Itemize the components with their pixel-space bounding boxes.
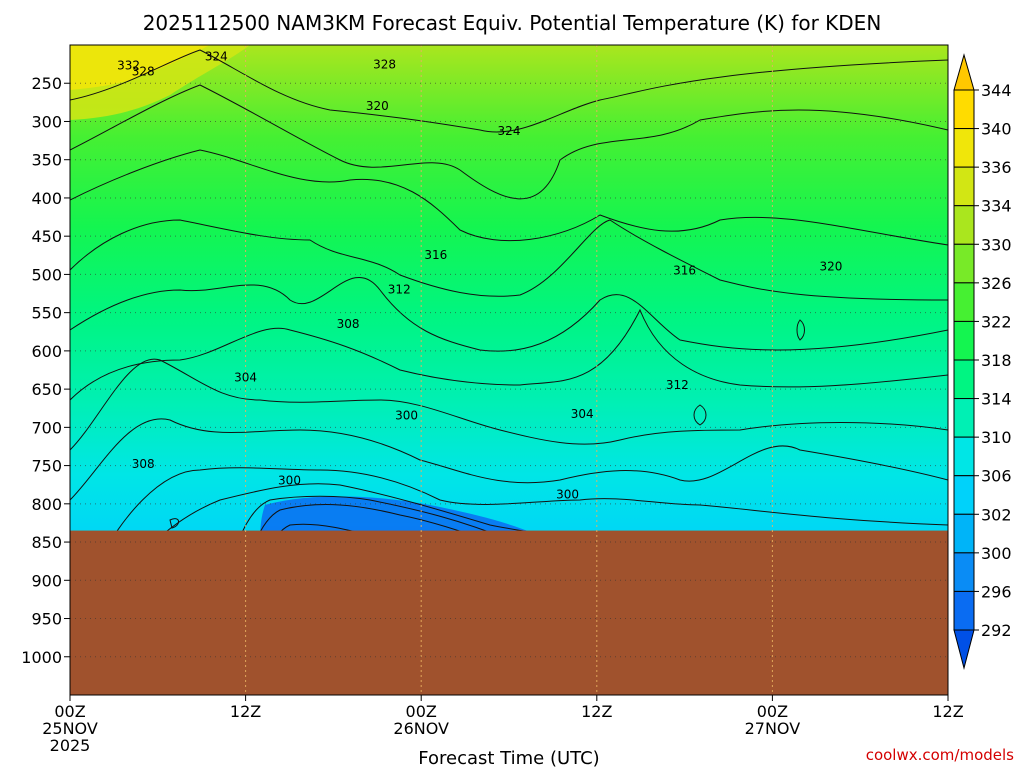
contour-line (70, 219, 948, 301)
colorbar-swatch (953, 243, 975, 284)
x-tick-label: 26NOV (393, 719, 449, 738)
colorbar-swatch (953, 590, 975, 631)
x-tick-label: 12Z (581, 702, 612, 721)
colorbar-swatch (953, 359, 975, 400)
colorbar-bottom-arrow (953, 629, 975, 670)
contour-label: 324 (498, 124, 521, 138)
colorbar: 344 340 336 334 330 326 322 318 314 310 306 302 300 2… (953, 53, 1012, 670)
contour-line (70, 84, 948, 200)
colorbar-swatch (953, 398, 975, 438)
x-tick-label: 12Z (932, 702, 963, 721)
contour-label: 304 (571, 407, 594, 421)
x-tick-label: 25NOV (42, 719, 98, 738)
x-tick-label: 00Z (406, 702, 437, 721)
x-axis-label: Forecast Time (UTC) (418, 748, 599, 768)
watermark: coolwx.com/models (866, 746, 1014, 764)
y-tick-label: 900 (31, 571, 62, 590)
y-tick-label: 850 (31, 533, 62, 552)
contour-label: 312 (388, 283, 411, 297)
plot-frame (69, 44, 949, 696)
colorbar-label: 344 (981, 81, 1012, 100)
contour-label: 332 (117, 58, 140, 72)
contour-line (70, 276, 948, 352)
y-tick-label: 950 (31, 610, 62, 629)
colorbar-swatch (953, 89, 975, 130)
colorbar-label: 314 (981, 390, 1012, 409)
colorbar-swatch (953, 205, 975, 245)
y-tick-label: 700 (31, 418, 62, 437)
colorbar-label: 296 (981, 582, 1012, 601)
y-tick-label: 650 (31, 380, 62, 399)
gridlines (70, 45, 948, 695)
y-tick-label: 750 (31, 457, 62, 476)
colorbar-label: 340 (981, 120, 1012, 139)
hot-top-region (70, 45, 210, 90)
colorbar-label: 318 (981, 351, 1012, 370)
colorbar-label: 292 (981, 621, 1012, 640)
y-tick-label: 1000 (21, 648, 62, 667)
y-tick-label: 250 (31, 74, 62, 93)
x-tick-label: 12Z (230, 702, 261, 721)
contour-label: 308 (132, 457, 155, 471)
contour-line (70, 49, 948, 133)
y-axis: 250 300 350 400 450 500 550 600 650 700 750 800 850 9… (21, 74, 70, 667)
y-tick-label: 350 (31, 151, 62, 170)
contour-line (70, 358, 948, 451)
colorbar-swatch (953, 282, 975, 322)
colorbar-label: 326 (981, 274, 1012, 293)
y-tick-label: 600 (31, 342, 62, 361)
colorbar-swatch (953, 513, 975, 554)
y-tick-label: 450 (31, 227, 62, 246)
contour-line (70, 149, 948, 246)
contour-label: 316 (673, 263, 696, 277)
contour-label: 304 (234, 370, 257, 384)
contour-line (70, 418, 948, 501)
x-tick-label: 00Z (757, 702, 788, 721)
colorbar-swatch (953, 320, 975, 361)
x-tick-label: 00Z (54, 702, 85, 721)
colorbar-label: 330 (981, 235, 1012, 254)
x-tick-label: 27NOV (745, 719, 801, 738)
colorbar-label: 334 (981, 197, 1012, 216)
contour-label: 300 (556, 487, 579, 501)
contour-label: 300 (278, 474, 301, 488)
y-tick-label: 500 (31, 265, 62, 284)
chart-title: 2025112500 NAM3KM Forecast Equiv. Potent… (143, 11, 882, 35)
contour-label: 300 (395, 409, 418, 423)
contour-label: 320 (366, 99, 389, 113)
y-tick-label: 800 (31, 495, 62, 514)
ground-surface (70, 530, 948, 695)
colorbar-swatch (953, 475, 975, 515)
contour-line (99, 467, 948, 561)
x-tick-label: 2025 (50, 736, 91, 755)
contour-label: 324 (205, 49, 228, 63)
colorbar-swatch (953, 166, 975, 207)
contour-label: 320 (819, 260, 842, 274)
colorbar-swatch (953, 128, 975, 168)
colorbar-label: 322 (981, 312, 1012, 331)
contour-label: 316 (424, 248, 447, 262)
colorbar-label: 300 (981, 544, 1012, 563)
contour-line (693, 319, 805, 426)
colorbar-label: 310 (981, 428, 1012, 447)
y-tick-label: 300 (31, 112, 62, 131)
colorbar-top-arrow (953, 53, 975, 91)
contour-line (70, 308, 948, 401)
colorbar-swatch (953, 436, 975, 477)
contour-label: 312 (666, 378, 689, 392)
y-tick-label: 550 (31, 304, 62, 323)
colorbar-swatch (953, 552, 975, 592)
colorbar-label: 306 (981, 467, 1012, 486)
contour-label: 328 (132, 65, 155, 79)
y-tick-label: 400 (31, 189, 62, 208)
colorbar-label: 336 (981, 158, 1012, 177)
colorbar-label: 302 (981, 505, 1012, 524)
contour-label: 308 (337, 317, 360, 331)
contour-label: 328 (373, 58, 396, 72)
